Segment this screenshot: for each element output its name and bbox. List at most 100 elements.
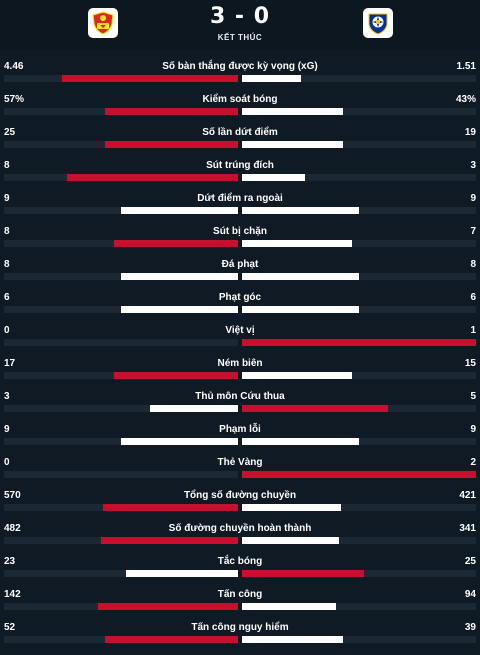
stat-home-value: 8 [4, 160, 10, 171]
stat-label: Việt vị [225, 325, 255, 336]
stat-away-bar-track [242, 570, 476, 577]
stat-away-bar-track [242, 273, 476, 280]
stat-label: Số lần dứt điểm [202, 127, 278, 138]
stat-away-bar [242, 570, 364, 577]
stat-away-value: 8 [470, 259, 476, 270]
stat-row: 570 Tổng số đường chuyền 421 [0, 484, 480, 517]
stat-label: Phạm lỗi [219, 424, 261, 435]
stat-away-bar [242, 603, 336, 610]
stat-home-bar [105, 108, 238, 115]
stat-home-bar [105, 636, 238, 643]
stat-label: Đá phạt [221, 259, 259, 270]
stat-home-bar-track [4, 438, 238, 445]
stat-home-bar-track [4, 273, 238, 280]
stat-row: 4.46 Số bàn thắng được kỳ vọng (xG) 1.51 [0, 55, 480, 88]
stat-away-bar [242, 207, 359, 214]
stat-away-bar-track [242, 339, 476, 346]
stat-away-bar-track [242, 438, 476, 445]
stat-label: Số đường chuyền hoàn thành [168, 523, 312, 534]
stat-home-bar [121, 438, 238, 445]
stat-home-bar-track [4, 504, 238, 511]
stat-home-bar [62, 75, 238, 82]
stat-row: 9 Dứt điểm ra ngoài 9 [0, 187, 480, 220]
stat-away-value: 1 [470, 325, 476, 336]
stat-row: 25 Số lần dứt điểm 19 [0, 121, 480, 154]
stat-away-value: 5 [470, 391, 476, 402]
stat-home-bar [103, 504, 238, 511]
stat-home-bar-track [4, 405, 238, 412]
stat-row: 23 Tắc bóng 25 [0, 550, 480, 583]
stat-row: 57% Kiểm soát bóng 43% [0, 88, 480, 121]
stat-away-value: 94 [464, 589, 476, 600]
stat-row: 52 Tấn công nguy hiểm 39 [0, 616, 480, 649]
stat-home-value: 4.46 [4, 61, 24, 72]
stat-row: 8 Sút trúng đích 3 [0, 154, 480, 187]
stat-away-bar-track [242, 108, 476, 115]
stat-row: 482 Số đường chuyền hoàn thành 341 [0, 517, 480, 550]
stat-home-bar-track [4, 471, 238, 478]
stat-label: Thẻ Vàng [217, 457, 263, 468]
match-status: KẾT THÚC [217, 33, 263, 42]
stat-away-bar-track [242, 306, 476, 313]
stat-home-value: 0 [4, 457, 10, 468]
stat-away-value: 25 [464, 556, 476, 567]
manchester-united-crest-icon [92, 11, 114, 35]
stat-away-bar-track [242, 471, 476, 478]
stat-away-bar [242, 372, 352, 379]
home-team-crest-icon[interactable] [88, 8, 118, 38]
stat-home-bar [67, 174, 238, 181]
stat-label: Tấn công [217, 589, 263, 600]
stat-row: 142 Tấn công 94 [0, 583, 480, 616]
stat-away-value: 9 [470, 424, 476, 435]
stat-away-bar-track [242, 537, 476, 544]
stat-home-value: 6 [4, 292, 10, 303]
away-team-crest-icon[interactable] [363, 8, 393, 38]
stat-away-value: 1.51 [456, 61, 476, 72]
stat-away-value: 341 [459, 523, 476, 534]
stat-home-bar [121, 273, 238, 280]
stat-home-bar-track [4, 603, 238, 610]
stat-home-value: 23 [4, 556, 16, 567]
stat-row: 0 Việt vị 1 [0, 319, 480, 352]
stat-row: 9 Phạm lỗi 9 [0, 418, 480, 451]
stat-home-bar-track [4, 141, 238, 148]
stat-home-bar [150, 405, 238, 412]
stat-away-value: 3 [470, 160, 476, 171]
stat-away-bar [242, 504, 341, 511]
stat-label: Phạt góc [218, 292, 262, 303]
stat-home-value: 8 [4, 259, 10, 270]
stat-home-bar-track [4, 372, 238, 379]
stat-home-value: 9 [4, 424, 10, 435]
stat-home-bar [105, 141, 238, 148]
stat-home-bar [126, 570, 238, 577]
match-header: 3 - 0 KẾT THÚC [0, 0, 480, 50]
stat-away-value: 43% [455, 94, 476, 105]
stat-label: Thủ môn Cứu thua [195, 391, 285, 402]
stat-away-bar-track [242, 207, 476, 214]
stat-home-bar-track [4, 306, 238, 313]
stat-home-bar [121, 207, 238, 214]
stat-home-bar [98, 603, 238, 610]
stat-home-bar [121, 306, 238, 313]
stat-label: Ném biên [217, 358, 263, 369]
stat-label: Dứt điểm ra ngoài [197, 193, 283, 204]
stat-away-bar [242, 438, 359, 445]
stat-row: 17 Ném biên 15 [0, 352, 480, 385]
stat-home-bar [114, 372, 238, 379]
stat-home-bar-track [4, 75, 238, 82]
stat-home-value: 142 [4, 589, 21, 600]
stat-away-bar [242, 471, 476, 478]
stat-home-value: 482 [4, 523, 21, 534]
leicester-city-crest-icon [368, 13, 388, 35]
stat-label: Sút bị chặn [213, 226, 267, 237]
stat-row: 3 Thủ môn Cứu thua 5 [0, 385, 480, 418]
stat-home-value: 570 [4, 490, 21, 501]
stat-home-bar-track [4, 636, 238, 643]
stat-home-bar-track [4, 339, 238, 346]
stat-home-bar [114, 240, 238, 247]
match-score: 3 - 0 [209, 4, 271, 29]
stat-away-bar [242, 75, 301, 82]
stat-home-bar [101, 537, 238, 544]
stat-home-value: 3 [4, 391, 10, 402]
stat-away-bar-track [242, 603, 476, 610]
